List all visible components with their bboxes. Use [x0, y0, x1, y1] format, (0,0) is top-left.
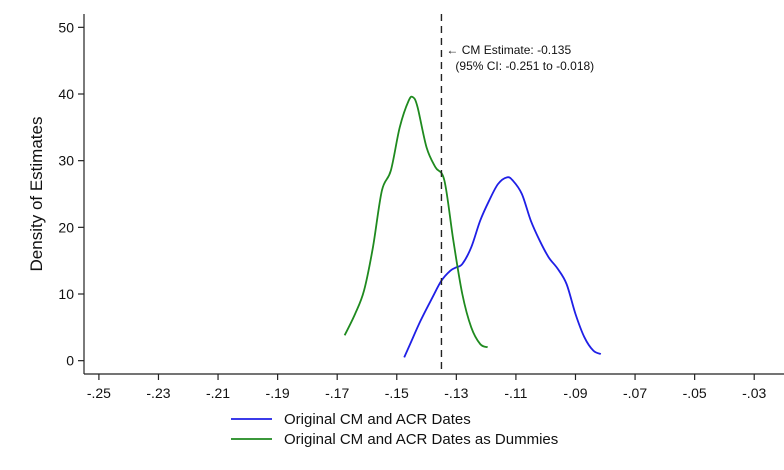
y-tick-label: 30 [58, 153, 74, 169]
y-tick-label: 40 [58, 86, 74, 102]
x-tick-label: -.03 [742, 385, 766, 401]
x-tick-label: -.21 [206, 385, 230, 401]
y-axis-title: Density of Estimates [27, 117, 46, 272]
axes: 0 10 20 30 40 50 -.25 -.23 -.21 -.19 -.17 -.15 -.13 -… [58, 14, 784, 401]
series-line-1 [403, 176, 602, 358]
series-layer [343, 95, 602, 358]
x-tick-label: -.07 [623, 385, 647, 401]
annotation-line-2: (95% CI: -0.251 to -0.018) [455, 59, 594, 73]
annotation-line-1: ← CM Estimate: -0.135 [446, 43, 571, 57]
x-tick-label: -.13 [444, 385, 468, 401]
legend: Original CM and ACR Dates Original CM and… [231, 411, 558, 448]
x-tick-label: -.15 [385, 385, 409, 401]
y-tick-label: 0 [66, 353, 74, 369]
y-tick-label: 20 [58, 219, 74, 235]
y-tick-label: 50 [58, 19, 74, 35]
series-line-2 [343, 95, 488, 349]
x-tick-label: -.09 [563, 385, 587, 401]
legend-label-1: Original CM and ACR Dates [284, 411, 471, 428]
x-tick-label: -.23 [146, 385, 170, 401]
x-tick-label: -.05 [683, 385, 707, 401]
legend-label-2: Original CM and ACR Dates as Dummies [284, 431, 558, 448]
x-tick-label: -.17 [325, 385, 349, 401]
x-tick-label: -.11 [504, 385, 527, 401]
y-tick-label: 10 [58, 286, 74, 302]
x-tick-label: -.19 [266, 385, 290, 401]
x-tick-label: -.25 [87, 385, 111, 401]
